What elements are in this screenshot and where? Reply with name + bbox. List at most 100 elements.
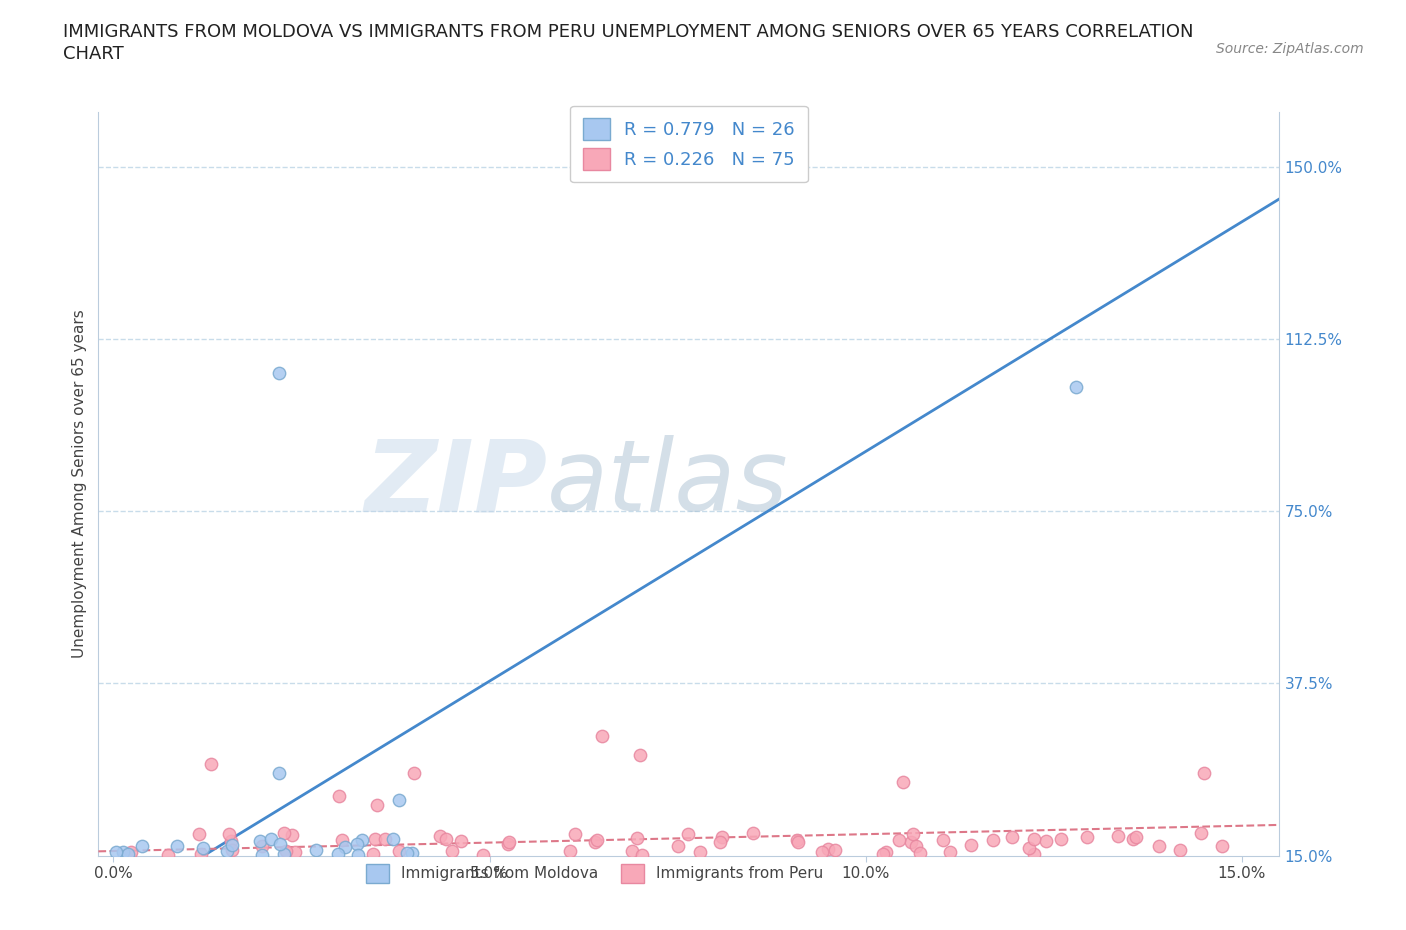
Point	[558, 844, 581, 858]
Point	[191, 841, 214, 856]
Point	[305, 843, 328, 857]
Point	[891, 775, 914, 790]
Point	[250, 848, 273, 863]
Point	[284, 844, 307, 859]
Point	[429, 829, 451, 844]
Point	[564, 827, 586, 842]
Point	[628, 747, 651, 762]
Point	[267, 765, 290, 780]
Point	[221, 838, 243, 853]
Point	[689, 844, 711, 859]
Point	[219, 833, 242, 848]
Point	[350, 833, 373, 848]
Point	[273, 846, 295, 861]
Point	[904, 839, 927, 854]
Point	[111, 844, 134, 859]
Point	[811, 844, 834, 859]
Point	[249, 833, 271, 848]
Point	[1076, 830, 1098, 844]
Point	[382, 831, 405, 846]
Point	[1168, 843, 1191, 857]
Point	[388, 844, 411, 858]
Point	[1018, 841, 1040, 856]
Point	[274, 844, 297, 858]
Point	[1125, 830, 1147, 844]
Point	[959, 838, 981, 853]
Point	[250, 838, 273, 853]
Point	[498, 837, 520, 852]
Point	[117, 846, 139, 861]
Text: ZIP: ZIP	[364, 435, 547, 532]
Point	[666, 839, 689, 854]
Point	[190, 846, 212, 861]
Point	[328, 846, 350, 861]
Point	[156, 847, 179, 862]
Text: Source: ZipAtlas.com: Source: ZipAtlas.com	[1216, 42, 1364, 56]
Point	[215, 844, 238, 858]
Point	[824, 843, 846, 857]
Point	[709, 835, 731, 850]
Point	[221, 843, 243, 857]
Point	[583, 834, 606, 849]
Point	[120, 844, 142, 859]
Point	[903, 827, 925, 842]
Point	[939, 844, 962, 859]
Point	[450, 833, 472, 848]
Text: atlas: atlas	[547, 435, 789, 532]
Point	[366, 798, 388, 813]
Point	[269, 836, 291, 851]
Point	[1066, 379, 1088, 394]
Point	[364, 832, 387, 847]
Point	[404, 765, 426, 780]
Point	[1035, 834, 1057, 849]
Point	[908, 845, 931, 860]
Point	[346, 836, 368, 851]
Point	[401, 845, 423, 860]
Point	[1022, 846, 1045, 861]
Point	[585, 833, 607, 848]
Point	[620, 844, 643, 858]
Point	[187, 827, 209, 842]
Point	[626, 830, 648, 845]
Point	[887, 833, 910, 848]
Point	[817, 842, 839, 857]
Legend: Immigrants from Moldova, Immigrants from Peru: Immigrants from Moldova, Immigrants from…	[360, 858, 830, 889]
Point	[361, 846, 384, 861]
Point	[1050, 832, 1073, 847]
Point	[218, 827, 240, 842]
Point	[267, 365, 290, 380]
Point	[166, 839, 188, 854]
Point	[1024, 831, 1046, 846]
Point	[1189, 826, 1212, 841]
Point	[1122, 832, 1144, 847]
Point	[374, 831, 396, 846]
Point	[395, 845, 418, 860]
Point	[260, 831, 283, 846]
Point	[104, 844, 127, 859]
Point	[280, 828, 302, 843]
Point	[875, 844, 897, 859]
Text: IMMIGRANTS FROM MOLDOVA VS IMMIGRANTS FROM PERU UNEMPLOYMENT AMONG SENIORS OVER : IMMIGRANTS FROM MOLDOVA VS IMMIGRANTS FR…	[63, 23, 1194, 41]
Point	[741, 825, 763, 840]
Point	[676, 827, 699, 842]
Point	[591, 729, 613, 744]
Point	[347, 847, 370, 862]
Point	[710, 830, 733, 844]
Point	[1192, 765, 1215, 780]
Point	[333, 840, 356, 855]
Point	[983, 832, 1005, 847]
Point	[440, 844, 463, 858]
Text: CHART: CHART	[63, 45, 124, 62]
Point	[931, 832, 953, 847]
Point	[388, 793, 411, 808]
Point	[273, 826, 295, 841]
Point	[872, 846, 894, 861]
Y-axis label: Unemployment Among Seniors over 65 years: Unemployment Among Seniors over 65 years	[72, 309, 87, 658]
Point	[787, 834, 810, 849]
Point	[498, 835, 520, 850]
Point	[1001, 830, 1024, 844]
Point	[434, 831, 457, 846]
Point	[471, 848, 494, 863]
Point	[131, 838, 153, 853]
Point	[631, 847, 654, 862]
